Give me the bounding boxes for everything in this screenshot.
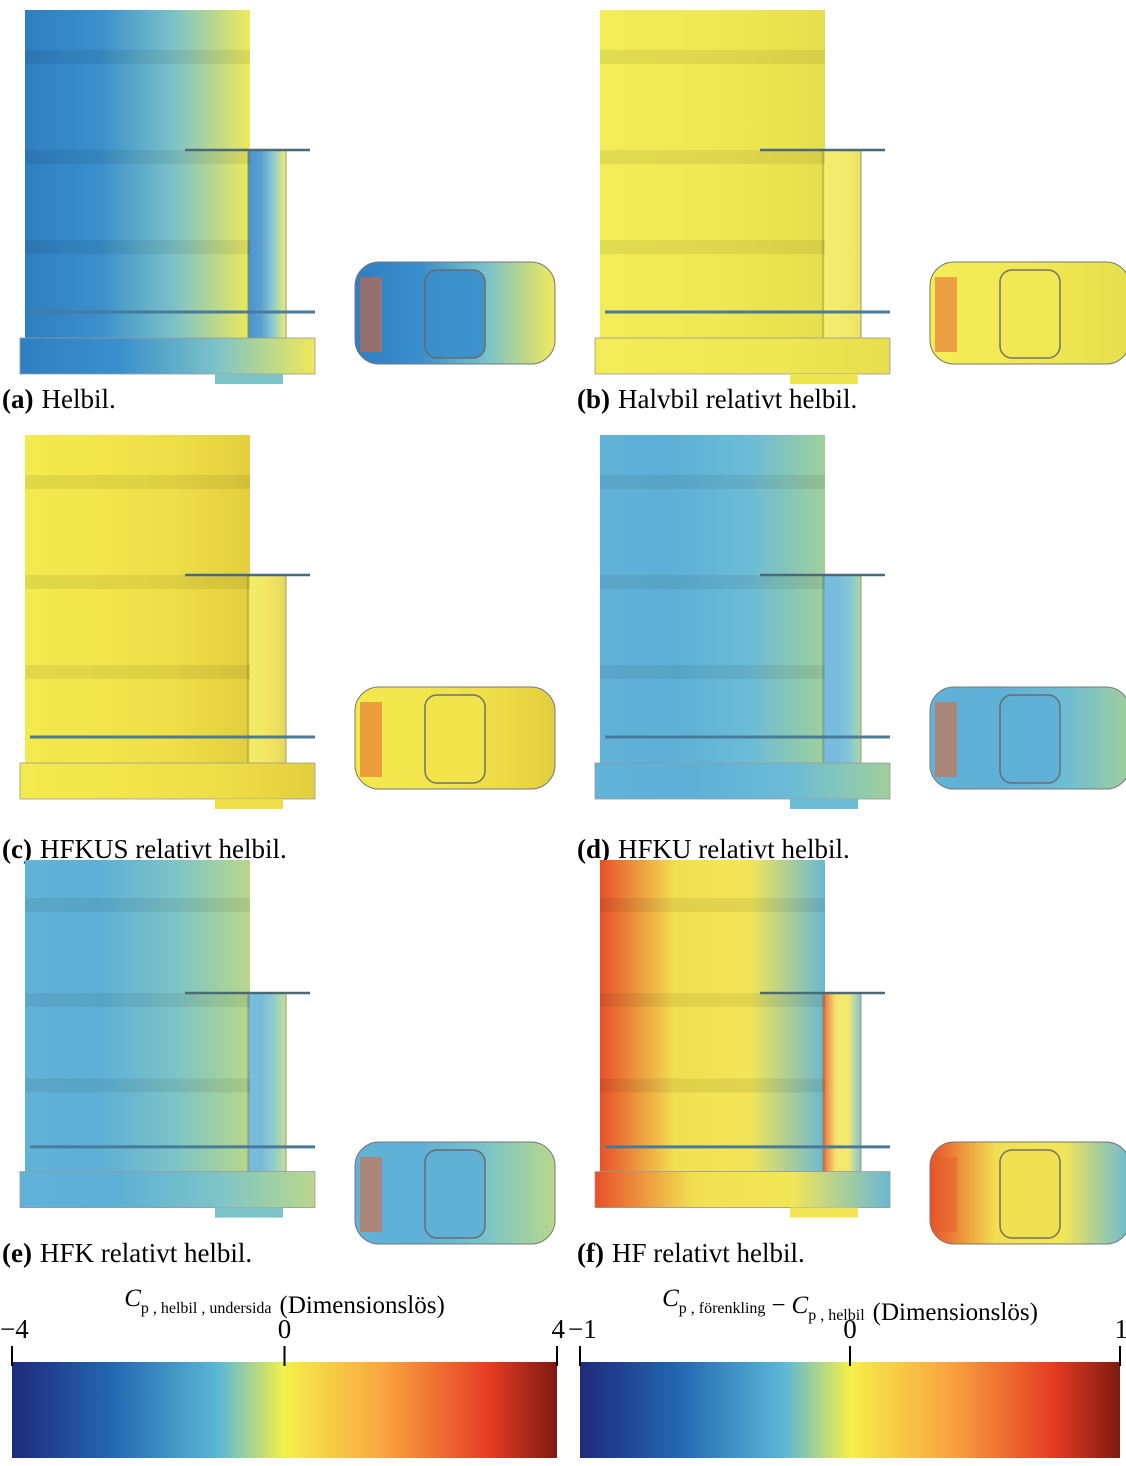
caption-text: Helbil. <box>41 384 115 414</box>
bottom-bar <box>20 763 315 799</box>
wheel-spot <box>935 1157 957 1232</box>
bottom-bar <box>595 338 890 374</box>
shade-band <box>600 665 825 679</box>
caption: (f) HF relativt helbil. <box>577 1238 805 1268</box>
shade-band <box>25 575 250 589</box>
caption-label: (d) <box>577 834 610 864</box>
wheel-rim <box>1000 1150 1060 1238</box>
shade-band <box>25 475 250 489</box>
shade-band <box>600 240 825 254</box>
shade-band <box>600 475 825 489</box>
caption-text: HFKU relativt helbil. <box>618 834 850 864</box>
tab <box>790 1208 858 1218</box>
tick-label: 4 <box>552 1314 566 1344</box>
caption: (a) Helbil. <box>2 384 116 414</box>
tab <box>215 1208 283 1218</box>
unit: (Dimensionslös) <box>280 1292 445 1319</box>
subscript: p , förenkling <box>679 1300 766 1317</box>
tab <box>215 799 283 809</box>
wheel-spot <box>360 277 382 352</box>
symbol: C <box>124 1285 141 1312</box>
bottom-bar <box>595 763 890 799</box>
panel-render <box>595 860 1126 1244</box>
wheel-spot <box>360 702 382 777</box>
tab <box>215 374 283 384</box>
caption: (c) HFKUS relativt helbil. <box>2 834 287 864</box>
bottom-bar <box>595 1172 890 1208</box>
symbol: C <box>662 1285 679 1312</box>
shade-band <box>600 993 825 1007</box>
caption: (d) HFKU relativt helbil. <box>577 834 850 864</box>
shade-band <box>25 993 250 1007</box>
unit: (Dimensionslös) <box>873 1299 1038 1326</box>
shade-band <box>25 665 250 679</box>
wheel-spot <box>360 1157 382 1232</box>
subscript: p , helbil , undersida <box>141 1300 272 1317</box>
shade-band <box>600 575 825 589</box>
caption-label: (a) <box>2 384 33 414</box>
tick-label: −4 <box>0 1314 29 1344</box>
shade-band <box>600 150 825 164</box>
panel-render <box>595 435 1126 809</box>
wheel-spot <box>935 702 957 777</box>
shade-band <box>25 240 250 254</box>
caption-text: HF relativt helbil. <box>612 1238 805 1268</box>
panel-render <box>20 860 555 1244</box>
shade-band <box>600 1079 825 1093</box>
colorbar <box>12 1362 557 1458</box>
shade-band <box>600 898 825 912</box>
shade-band <box>25 898 250 912</box>
operator: − <box>771 1292 785 1319</box>
panel-render <box>20 10 555 384</box>
caption-text: Halvbil relativt helbil. <box>618 384 857 414</box>
panel-render <box>20 435 555 809</box>
wheel-rim <box>1000 270 1060 358</box>
bottom-bar <box>20 338 315 374</box>
caption-label: (c) <box>2 834 32 864</box>
symbol: C <box>792 1292 809 1319</box>
figure: (a) Helbil. (b) Halvbil relativt helbil. (c)… <box>0 0 1126 1466</box>
caption-label: (f) <box>577 1238 604 1268</box>
wheel-rim <box>425 695 485 783</box>
shade-band <box>25 50 250 64</box>
caption-label: (e) <box>2 1238 32 1268</box>
shade-band <box>25 1079 250 1093</box>
wheel-spot <box>935 277 957 352</box>
tab <box>790 799 858 809</box>
shade-band <box>600 50 825 64</box>
bottom-bar <box>20 1172 315 1208</box>
wheel-rim <box>425 270 485 358</box>
tab <box>790 374 858 384</box>
caption: (e) HFK relativt helbil. <box>2 1238 252 1268</box>
wheel-rim <box>1000 695 1060 783</box>
panel-render <box>595 10 1126 384</box>
tick-label: 0 <box>843 1314 857 1344</box>
caption-label: (b) <box>577 384 610 414</box>
tick-label: 1 <box>1115 1314 1126 1344</box>
tick-label: −1 <box>568 1314 597 1344</box>
caption-text: HFK relativt helbil. <box>40 1238 252 1268</box>
caption-text: HFKUS relativt helbil. <box>40 834 287 864</box>
colorbar <box>580 1362 1120 1458</box>
caption: (b) Halvbil relativt helbil. <box>577 384 857 414</box>
tick-label: 0 <box>278 1314 292 1344</box>
wheel-rim <box>425 1150 485 1238</box>
shade-band <box>25 150 250 164</box>
